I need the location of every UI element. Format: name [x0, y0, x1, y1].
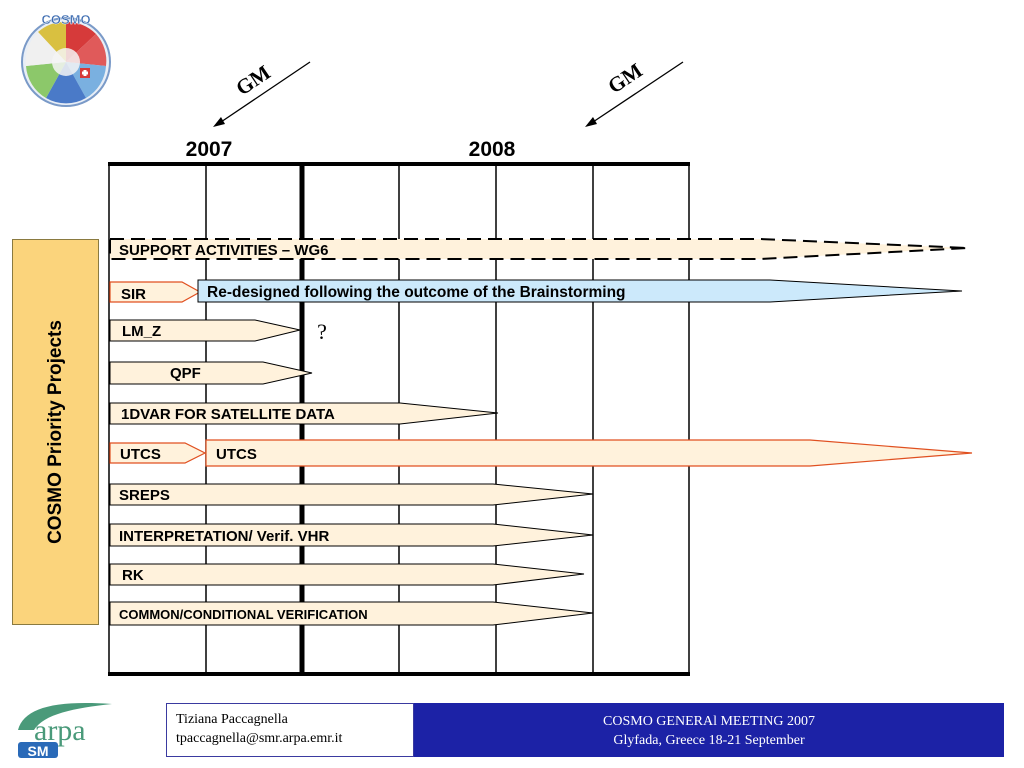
- footer-event-box: COSMO GENERAl MEETING 2007 Glyfada, Gree…: [414, 703, 1004, 757]
- gm-marker-2: GM: [585, 58, 684, 127]
- support-activities-bar: SUPPORT ACTIVITIES – WG6: [109, 238, 969, 260]
- project-bar-interpretation: INTERPRETATION/ Verif. VHR: [109, 523, 594, 547]
- project-bar-qpf: QPF: [109, 361, 313, 385]
- gm-marker-1: GM: [213, 60, 311, 127]
- project-bar-lm-z: LM_Z: [109, 319, 301, 342]
- priority-projects-label: COSMO Priority Projects: [44, 320, 66, 544]
- project-label: 1DVAR FOR SATELLITE DATA: [121, 406, 335, 423]
- footer-location: Glyfada, Greece 18-21 September: [613, 733, 805, 748]
- sir-extension-bar: Re-designed following the outcome of the…: [197, 279, 963, 303]
- priority-projects-side-label-box: COSMO Priority Projects: [12, 239, 99, 625]
- project-label: RK: [122, 567, 144, 584]
- project-bar-rk: RK: [109, 563, 585, 586]
- project-bar-sreps: SREPS: [109, 483, 594, 506]
- year-label-2007: 2007: [186, 138, 233, 161]
- project-label: LM_Z: [122, 323, 161, 340]
- project-label: INTERPRETATION/ Verif. VHR: [119, 528, 329, 545]
- footer-event: COSMO GENERAl MEETING 2007: [603, 714, 815, 729]
- footer-email[interactable]: tpaccagnella@smr.arpa.emr.it: [176, 731, 343, 746]
- project-bar-utcs: UTCS: [109, 442, 207, 464]
- project-label: UTCS: [120, 446, 161, 463]
- footer-author-box: Tiziana Paccagnella tpaccagnella@smr.arp…: [166, 703, 414, 757]
- gm-label-2: GM: [603, 58, 647, 98]
- project-label: QPF: [170, 365, 201, 382]
- utcs-extension-label: UTCS: [216, 446, 257, 463]
- project-label: SREPS: [119, 487, 170, 504]
- question-mark: ?: [317, 319, 327, 344]
- arpa-logo-text: arpa: [34, 714, 86, 747]
- project-bar-common-verification: COMMON/CONDITIONAL VERIFICATION: [109, 601, 594, 626]
- cosmo-logo: COSMO: [21, 12, 111, 107]
- arpa-logo: arpa SM: [18, 703, 112, 759]
- year-label-2008: 2008: [469, 138, 516, 161]
- cosmo-logo-text: COSMO: [41, 12, 90, 27]
- arpa-logo-subtext: SM: [28, 743, 49, 759]
- support-activities-label: SUPPORT ACTIVITIES – WG6: [119, 242, 328, 259]
- utcs-extension-bar: UTCS: [205, 439, 973, 467]
- project-label: SIR: [121, 286, 146, 303]
- project-label: COMMON/CONDITIONAL VERIFICATION: [119, 607, 368, 622]
- gm-label-1: GM: [231, 60, 275, 100]
- sir-extension-label: Re-designed following the outcome of the…: [207, 284, 626, 301]
- project-bar-sir: SIR: [109, 281, 202, 303]
- project-bar-1dvar: 1DVAR FOR SATELLITE DATA: [109, 402, 499, 425]
- footer-author: Tiziana Paccagnella: [176, 712, 288, 727]
